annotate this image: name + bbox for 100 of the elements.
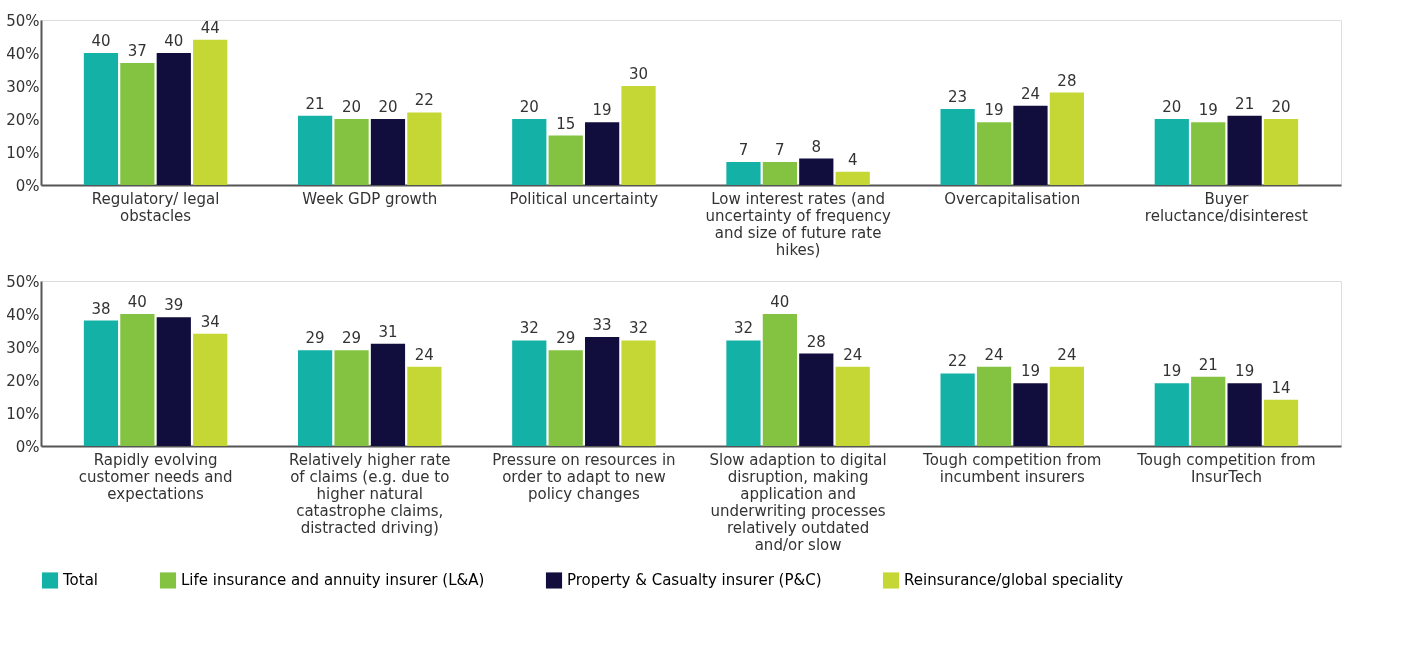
legend-label: Property & Casualty insurer (P&C) <box>567 571 822 590</box>
bar <box>298 350 333 446</box>
bar <box>835 171 870 185</box>
data-label: 21 <box>305 94 325 113</box>
data-label: 20 <box>378 98 398 116</box>
bar <box>156 317 191 446</box>
data-label: 31 <box>378 322 398 341</box>
bar <box>762 314 797 446</box>
bar <box>1049 92 1084 185</box>
y-tick-label: 0% <box>15 176 40 195</box>
data-label: 40 <box>770 293 790 311</box>
data-label: 7 <box>738 140 749 159</box>
bar <box>621 340 656 446</box>
bar <box>976 366 1012 446</box>
data-label: 29 <box>305 329 325 348</box>
x-tick-label: Tough competition from incumbent insurers <box>922 450 1102 486</box>
x-tick-label: Tough competition from InsurTech <box>1136 450 1316 486</box>
bar <box>1263 119 1299 185</box>
data-label: 24 <box>843 345 863 364</box>
bar <box>585 122 620 185</box>
x-tick-label: Week GDP growth <box>302 189 438 208</box>
x-tick-label: Low interest rates (and uncertainty of frequency and size of future rate hikes) <box>705 189 891 259</box>
bar <box>585 337 620 446</box>
bar <box>83 320 119 446</box>
legend-label: Total <box>62 571 99 590</box>
bar <box>1191 376 1226 446</box>
bar <box>1154 119 1189 185</box>
data-label: 15 <box>556 114 576 133</box>
data-label: 38 <box>91 299 111 318</box>
bar <box>1049 366 1084 446</box>
x-tick-label: Slow adaption to digital disruption, making application and underwriting processes relatively outdated and/or slow <box>709 450 887 554</box>
data-label: 39 <box>164 296 184 315</box>
bar <box>407 112 442 185</box>
data-label: 29 <box>341 329 362 348</box>
data-label: 24 <box>1057 345 1077 364</box>
data-label: 20 <box>341 98 362 116</box>
data-label: 7 <box>775 140 785 159</box>
data-label: 14 <box>1271 378 1291 397</box>
y-tick-label: 20% <box>6 371 40 390</box>
data-label: 21 <box>1198 355 1218 374</box>
data-label: 40 <box>164 32 184 50</box>
bar <box>799 158 834 185</box>
y-tick-label: 0% <box>15 437 40 456</box>
bar <box>407 366 442 446</box>
bar <box>940 373 975 446</box>
data-label: 44 <box>200 18 220 37</box>
bar <box>726 340 761 446</box>
bar <box>548 135 583 185</box>
x-tick-label: Overcapitalisation <box>944 189 1081 208</box>
data-label: 4 <box>847 150 858 169</box>
data-label: 22 <box>414 91 434 110</box>
data-label: 29 <box>556 329 576 348</box>
bar <box>370 343 406 446</box>
bar <box>83 53 119 185</box>
data-label: 28 <box>1057 71 1077 90</box>
data-label: 8 <box>811 137 822 156</box>
data-label: 20 <box>1271 98 1291 116</box>
bar <box>1227 115 1262 185</box>
data-label: 20 <box>519 98 539 116</box>
x-tick-label: Regulatory/ legal obstacles <box>91 189 220 225</box>
data-label: 37 <box>127 41 147 60</box>
data-label: 19 <box>984 101 1004 120</box>
bar <box>1154 383 1189 446</box>
data-label: 19 <box>592 101 612 120</box>
bar <box>621 86 656 185</box>
data-label: 21 <box>1235 94 1255 113</box>
y-tick-label: 40% <box>6 44 40 63</box>
x-tick-label: Rapidly evolving customer needs and expectations <box>78 450 233 503</box>
x-tick-label: Buyer reluctance/disinterest <box>1144 189 1309 225</box>
data-label: 24 <box>984 345 1004 364</box>
y-tick-label: 40% <box>6 305 40 324</box>
data-label: 24 <box>1020 84 1041 103</box>
data-label: 40 <box>127 293 147 311</box>
bar <box>726 161 761 185</box>
y-tick-label: 50% <box>6 272 40 291</box>
data-label: 30 <box>629 65 649 83</box>
bar <box>193 333 228 446</box>
legend-label: Reinsurance/global speciality <box>904 571 1124 590</box>
bar <box>1013 105 1048 185</box>
data-label: 23 <box>948 88 968 107</box>
bar <box>976 122 1012 185</box>
bar <box>512 340 547 446</box>
data-label: 32 <box>519 319 539 338</box>
bar <box>835 366 870 446</box>
data-label: 40 <box>91 32 111 50</box>
data-label: 19 <box>1235 362 1255 381</box>
bar <box>193 39 228 185</box>
y-tick-label: 10% <box>6 404 40 423</box>
bar <box>156 53 191 185</box>
bar <box>298 115 333 185</box>
y-tick-label: 50% <box>6 11 40 30</box>
bar <box>334 350 369 446</box>
bar <box>1227 383 1262 446</box>
x-tick-label: Relatively higher rate of claims (e.g. due to higher natural catastrophe claims, distracted driving) <box>288 450 451 537</box>
bar <box>940 109 975 185</box>
y-tick-label: 20% <box>6 110 40 129</box>
x-tick-label: Pressure on resources in order to adapt to new policy changes <box>492 450 676 503</box>
data-label: 19 <box>1198 101 1218 120</box>
legend-label: Life insurance and annuity insurer (L&A) <box>181 571 485 590</box>
bar <box>799 353 834 446</box>
